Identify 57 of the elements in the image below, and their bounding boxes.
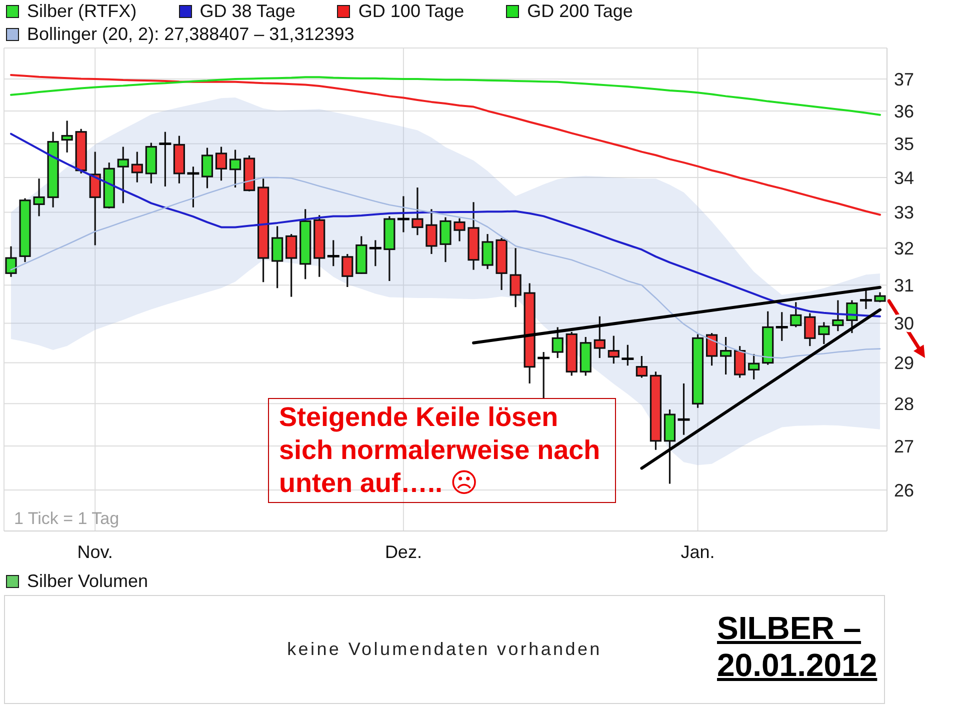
candlestick [706, 332, 718, 366]
y-tick-label: 31 [894, 276, 914, 296]
y-tick-label: 35 [894, 134, 914, 154]
y-tick-label: 26 [894, 480, 914, 500]
annotation: 1 Tick = 1 Tag [14, 509, 120, 528]
y-tick-label: 37 [894, 69, 914, 90]
candlestick [510, 247, 522, 308]
candlestick [61, 120, 73, 154]
candlestick [286, 233, 298, 298]
y-tick-label: 28 [894, 394, 914, 414]
text: keine Volumendaten vorhanden [287, 639, 602, 659]
candlestick [608, 335, 620, 364]
line-series [10, 76, 881, 116]
legend-label: GD 38 Tage [200, 0, 296, 23]
candlestick [229, 148, 242, 188]
candlestick [734, 345, 746, 379]
candlestick [131, 150, 143, 184]
y-tick-label: 29 [894, 353, 914, 374]
legend-label: Bollinger (20, 2): 27,388407 – 31,312393 [27, 23, 354, 46]
y-tick-label: 33 [894, 202, 914, 223]
candlestick [748, 353, 760, 380]
annotation: Steigende Keile lösen sich normalerweise nach unten auf….. ☹ [279, 402, 600, 498]
candlestick [636, 355, 648, 379]
x-tick-label: Jan. [680, 542, 715, 562]
x-tick-label: Nov. [77, 542, 113, 562]
y-tick-label: 36 [894, 101, 914, 122]
candlestick [790, 301, 802, 328]
line-series [10, 74, 881, 216]
y-tick-label: 32 [894, 238, 914, 259]
candlestick [818, 321, 830, 345]
candlestick [201, 146, 214, 190]
candlestick [342, 253, 354, 288]
candlestick [412, 186, 424, 236]
candlestick [426, 208, 438, 255]
candlestick [832, 299, 844, 332]
legend-label: Silber (RTFX) [27, 0, 137, 23]
candlestick [215, 146, 228, 182]
candlestick [552, 326, 564, 359]
x-tick-label: Dez. [384, 542, 422, 562]
candlestick [33, 178, 45, 217]
text: SILBER – 20.01.2012 [717, 610, 878, 683]
candlestick [720, 336, 732, 376]
candlestick [454, 218, 466, 242]
candlestick [846, 299, 858, 334]
candlestick [804, 312, 816, 347]
y-tick-label: 34 [894, 168, 914, 188]
candlestick [594, 316, 606, 359]
candlestick [440, 216, 452, 263]
legend-label: GD 100 Tage [358, 0, 464, 23]
candlestick [5, 246, 17, 278]
candlestick [272, 225, 284, 289]
legend-label: GD 200 Tage [527, 0, 633, 23]
y-tick-label: 27 [894, 436, 914, 456]
candlestick [117, 146, 129, 204]
candlestick [482, 233, 494, 270]
legend-label: Silber Volumen [27, 570, 148, 593]
candlestick [89, 150, 101, 246]
